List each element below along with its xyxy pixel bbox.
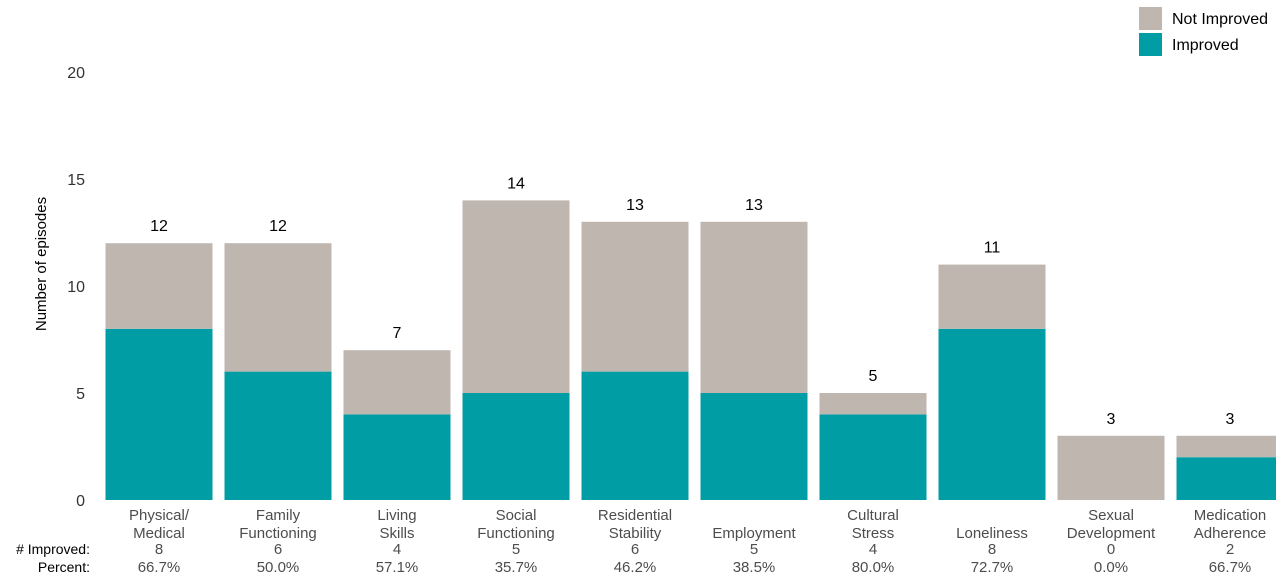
- bar-improved-2: [343, 414, 451, 500]
- table-value-row1-col3: 35.7%: [495, 559, 538, 576]
- bar-totals: 12 12 7 14 13 13 5 11 3 3: [150, 175, 1234, 427]
- bar-improved-1: [224, 371, 332, 500]
- total-label-5: 13: [745, 197, 763, 214]
- legend: Not Improved Improved: [1139, 7, 1268, 56]
- table-value-row0-col7: 8: [988, 541, 996, 558]
- category-label-9-line-1: Adherence: [1194, 525, 1267, 542]
- table-row-header-0: # Improved:: [16, 541, 90, 557]
- category-label-4-line-0: Residential: [598, 507, 672, 524]
- bar-improved-3: [462, 393, 570, 500]
- total-label-4: 13: [626, 197, 644, 214]
- table-row-header-1: Percent:: [38, 559, 90, 575]
- total-label-0: 12: [150, 218, 168, 235]
- bar-not-improved-4: [581, 221, 689, 372]
- category-labels: Physical/MedicalFamilyFunctioningLivingS…: [129, 507, 1266, 542]
- total-label-2: 7: [393, 325, 402, 342]
- legend-swatch-not-improved: [1139, 7, 1162, 30]
- y-tick-label-20: 20: [67, 65, 85, 82]
- table-value-row1-col9: 66.7%: [1209, 559, 1252, 576]
- y-tick-label-10: 10: [67, 279, 85, 296]
- category-label-8-line-1: Development: [1067, 525, 1156, 542]
- category-label-1-line-1: Functioning: [239, 525, 317, 542]
- category-label-1-line-0: Family: [256, 507, 301, 524]
- table-value-row0-col5: 5: [750, 541, 758, 558]
- y-tick-label-5: 5: [76, 386, 85, 403]
- category-label-3-line-1: Functioning: [477, 525, 555, 542]
- bar-improved-6: [819, 414, 927, 500]
- total-label-9: 3: [1226, 411, 1235, 428]
- bar-not-improved-8: [1057, 435, 1165, 500]
- category-label-2-line-1: Skills: [379, 525, 414, 542]
- y-axis-title-group: Number of episodes: [33, 197, 50, 331]
- table-value-row1-col5: 38.5%: [733, 559, 776, 576]
- bar-improved-9: [1176, 457, 1276, 500]
- bar-not-improved-6: [819, 393, 927, 415]
- bar-not-improved-2: [343, 350, 451, 415]
- category-label-4-line-1: Stability: [609, 525, 662, 542]
- table-value-row1-col4: 46.2%: [614, 559, 657, 576]
- bar-improved-5: [700, 393, 808, 500]
- bar-not-improved-9: [1176, 435, 1276, 458]
- category-label-0-line-1: Medical: [133, 525, 185, 542]
- category-label-6-line-0: Cultural: [847, 507, 899, 524]
- summary-table: 866.7%650.0%457.1%535.7%646.2%538.5%480.…: [16, 541, 1251, 576]
- table-value-row0-col9: 2: [1226, 541, 1234, 558]
- category-label-5-line-0: Employment: [712, 525, 796, 542]
- total-label-3: 14: [507, 175, 525, 192]
- table-value-row0-col8: 0: [1107, 541, 1115, 558]
- bar-not-improved-5: [700, 221, 808, 393]
- category-label-8-line-0: Sexual: [1088, 507, 1134, 524]
- y-axis-ticks: 0 5 10 15 20: [67, 65, 85, 510]
- total-label-1: 12: [269, 218, 287, 235]
- table-value-row0-col4: 6: [631, 541, 639, 558]
- total-label-8: 3: [1107, 411, 1116, 428]
- category-label-0-line-0: Physical/: [129, 507, 190, 524]
- table-value-row0-col3: 5: [512, 541, 520, 558]
- table-value-row1-col0: 66.7%: [138, 559, 181, 576]
- table-value-row1-col8: 0.0%: [1094, 559, 1128, 576]
- table-value-row1-col1: 50.0%: [257, 559, 300, 576]
- y-tick-label-0: 0: [76, 493, 85, 510]
- bar-not-improved-1: [224, 243, 332, 372]
- y-tick-label-15: 15: [67, 172, 85, 189]
- legend-swatch-improved: [1139, 33, 1162, 56]
- table-value-row0-col1: 6: [274, 541, 282, 558]
- table-value-row0-col6: 4: [869, 541, 877, 558]
- total-label-6: 5: [869, 368, 878, 385]
- category-label-3-line-0: Social: [496, 507, 537, 524]
- table-value-row0-col0: 8: [155, 541, 163, 558]
- table-value-row0-col2: 4: [393, 541, 401, 558]
- bars: [105, 200, 1276, 500]
- table-value-row1-col6: 80.0%: [852, 559, 895, 576]
- total-label-7: 11: [984, 240, 1001, 257]
- y-axis-title: Number of episodes: [33, 197, 50, 331]
- legend-label-improved: Improved: [1172, 37, 1239, 54]
- category-label-7-line-0: Loneliness: [956, 525, 1028, 542]
- table-value-row1-col7: 72.7%: [971, 559, 1014, 576]
- bar-not-improved-3: [462, 200, 570, 393]
- bar-improved-4: [581, 371, 689, 500]
- bar-not-improved-7: [938, 264, 1046, 329]
- category-label-6-line-1: Stress: [852, 525, 895, 542]
- legend-label-not-improved: Not Improved: [1172, 11, 1268, 28]
- bar-improved-7: [938, 328, 1046, 500]
- category-label-2-line-0: Living: [377, 507, 416, 524]
- bar-not-improved-0: [105, 243, 213, 329]
- bar-improved-0: [105, 328, 213, 500]
- category-label-9-line-0: Medication: [1194, 507, 1267, 524]
- table-value-row1-col2: 57.1%: [376, 559, 419, 576]
